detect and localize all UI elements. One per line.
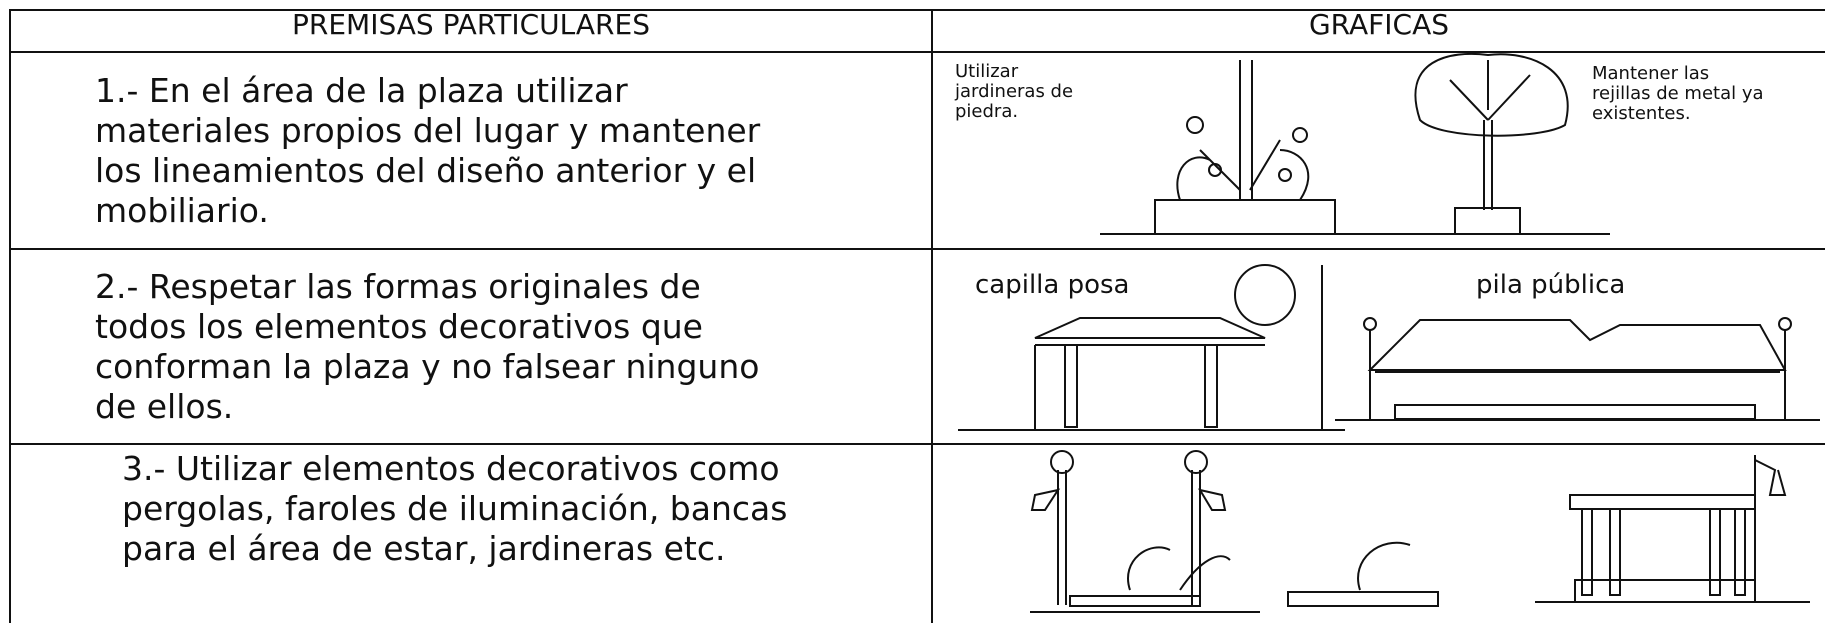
fountain-sketch (1335, 317, 1820, 421)
graphic-label: Utilizar (955, 61, 1019, 82)
graphic-label: capilla posa (975, 270, 1130, 300)
premise-line: pergolas, faroles de iluminación, bancas (122, 489, 788, 528)
rule (9, 9, 11, 623)
premise-line: 2.- Respetar las formas originales de (95, 267, 701, 306)
planter-sketch (1100, 60, 1610, 235)
rule (9, 443, 1825, 445)
rule (9, 9, 1825, 11)
graphic-label: Mantener las (1592, 63, 1710, 84)
premise-line: 1.- En el área de la plaza utilizar (95, 71, 628, 110)
premise-line: los lineamientos del diseño anterior y e… (95, 151, 757, 190)
graphic-label: pila pública (1476, 270, 1626, 300)
premise-line: conforman la plaza y no falsear ninguno (95, 347, 760, 386)
premise-line: para el área de estar, jardineras etc. (122, 529, 726, 568)
graphic-label: jardineras de (955, 81, 1074, 102)
tree-sketch (1414, 52, 1569, 235)
column-header: PREMISAS PARTICULARES (292, 8, 650, 41)
pergola-sketch (1535, 455, 1810, 603)
rule (9, 51, 1825, 53)
premise-line: 3.- Utilizar elementos decorativos como (122, 449, 780, 488)
premise-line: materiales propios del lugar y mantener (95, 111, 761, 150)
premise-line: de ellos. (95, 387, 234, 426)
graphic-label: rejillas de metal ya (1592, 83, 1764, 104)
lamps-sketch (1030, 450, 1439, 613)
premise-line: mobiliario. (95, 191, 269, 230)
graphic-label: piedra. (955, 101, 1019, 122)
premise-line: todos los elementos decorativos que (95, 307, 703, 346)
rule (931, 9, 933, 623)
column-header: GRAFICAS (1308, 8, 1449, 41)
chapel-sketch (958, 264, 1345, 431)
rule (9, 248, 1825, 250)
graphic-label: existentes. (1592, 103, 1691, 124)
